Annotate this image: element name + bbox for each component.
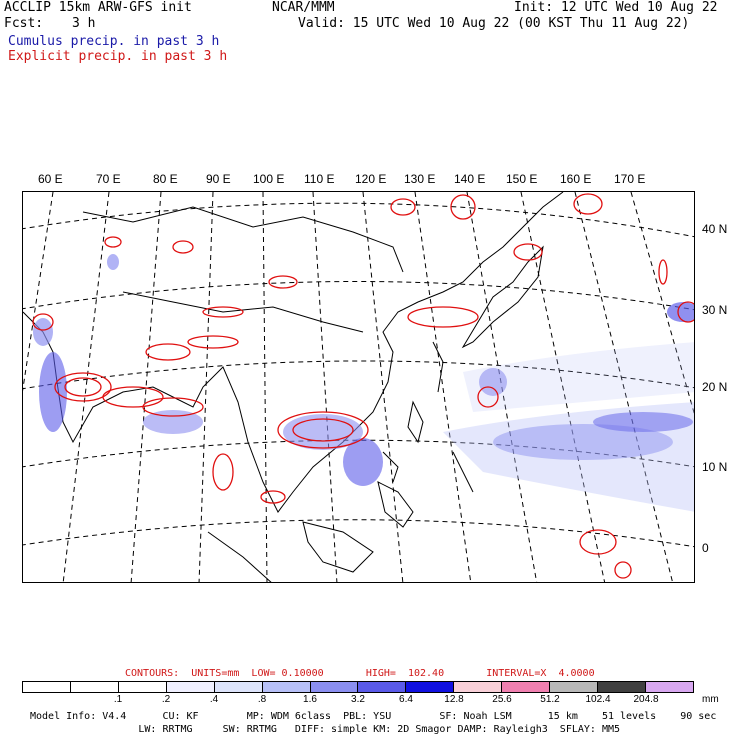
lat-label-40n: 40 N [702, 222, 728, 236]
precipitation-map [22, 191, 695, 583]
colorbar-swatch [598, 682, 646, 692]
colorbar-swatch [406, 682, 455, 692]
map-canvas [23, 192, 694, 582]
cumulus-precip-shading [33, 254, 694, 512]
colorbar-swatch [166, 682, 215, 692]
lon-label-120e: 120 E [355, 172, 387, 186]
colorbar-swatch [23, 682, 71, 692]
model-info-line1: Model Info: V4.4 CU: KF MP: WDM 6class P… [30, 711, 717, 722]
lon-label-60e: 60 E [38, 172, 63, 186]
lon-label-150e: 150 E [506, 172, 538, 186]
lon-label-90e: 90 E [206, 172, 231, 186]
colorbar-tick-label: .8 [257, 694, 267, 705]
explicit-legend: Explicit precip. in past 3 h [8, 49, 228, 64]
forecast-value: 3 h [72, 16, 96, 31]
colorbar-tick-label: 102.4 [585, 694, 611, 705]
lon-label-170e: 170 E [614, 172, 646, 186]
colorbar-unit: mm [702, 694, 719, 705]
colorbar-tick-label: 204.8 [633, 694, 659, 705]
model-title: ACCLIP 15km ARW-GFS init [4, 0, 192, 15]
lon-label-110e: 110 E [304, 172, 335, 186]
center-label: NCAR/MMM [272, 0, 335, 15]
init-time: Init: 12 UTC Wed 10 Aug 22 [514, 0, 718, 15]
colorbar-swatch [550, 682, 599, 692]
colorbar-swatch [70, 682, 119, 692]
colorbar [22, 681, 694, 693]
colorbar-swatch [262, 682, 311, 692]
lat-label-30n: 30 N [702, 303, 728, 317]
lon-label-130e: 130 E [404, 172, 436, 186]
colorbar-tick-label: .2 [161, 694, 171, 705]
lon-label-70e: 70 E [96, 172, 121, 186]
colorbar-tick-label: 25.6 [492, 694, 512, 705]
colorbar-tick-label: 3.2 [351, 694, 365, 705]
cumulus-legend: Cumulus precip. in past 3 h [8, 34, 220, 49]
colorbar-swatch [118, 682, 167, 692]
colorbar-tick-label: .4 [209, 694, 219, 705]
forecast-label: Fcst: [4, 16, 44, 31]
coastlines [23, 192, 564, 582]
model-info-line2: LW: RRTMG SW: RRTMG DIFF: simple KM: 2D … [30, 724, 621, 735]
colorbar-swatch [358, 682, 407, 692]
colorbar-tick-label: 6.4 [399, 694, 413, 705]
colorbar-tick-label: 51.2 [540, 694, 560, 705]
lon-label-100e: 100 E [253, 172, 285, 186]
lon-label-140e: 140 E [454, 172, 486, 186]
colorbar-tick-label: 12.8 [444, 694, 464, 705]
lat-label-20n: 20 N [702, 380, 728, 394]
colorbar-swatch [645, 682, 693, 692]
explicit-precip-contours [32, 193, 694, 579]
colorbar-swatch [454, 682, 503, 692]
colorbar-tick-label: .1 [113, 694, 123, 705]
colorbar-swatch [502, 682, 551, 692]
colorbar-tick-label: 1.6 [303, 694, 317, 705]
lat-label-10n: 10 N [702, 460, 728, 474]
lat-label-0: 0 [702, 541, 709, 555]
lon-label-80e: 80 E [153, 172, 178, 186]
valid-time: Valid: 15 UTC Wed 10 Aug 22 (00 KST Thu … [298, 16, 690, 31]
colorbar-swatch [310, 682, 359, 692]
lon-label-160e: 160 E [560, 172, 592, 186]
colorbar-swatch [214, 682, 263, 692]
contours-info: CONTOURS: UNITS=mm LOW= 0.10000 HIGH= 10… [125, 668, 595, 679]
